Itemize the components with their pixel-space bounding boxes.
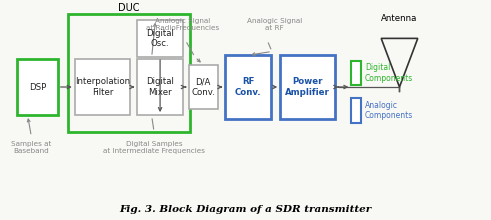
Text: Samples at
Baseband: Samples at Baseband [11, 141, 52, 154]
Text: Analogic Signal
at RadioFrequencies: Analogic Signal at RadioFrequencies [146, 18, 219, 31]
Text: Digital
Mixer: Digital Mixer [146, 77, 174, 97]
Text: DSP: DSP [29, 82, 46, 92]
Bar [137, 20, 183, 57]
Bar [17, 59, 58, 115]
Bar [225, 55, 271, 119]
Text: Digital
Components: Digital Components [365, 63, 413, 83]
Bar [189, 65, 218, 109]
Text: DUC: DUC [118, 3, 140, 13]
Text: D/A
Conv.: D/A Conv. [191, 77, 215, 97]
Bar [352, 98, 361, 123]
Bar [137, 59, 183, 115]
Bar [68, 14, 190, 132]
Text: Digital Samples
at Intermediate Frequencies: Digital Samples at Intermediate Frequenc… [103, 141, 205, 154]
Text: Power
Amplifier: Power Amplifier [285, 77, 330, 97]
Text: Analogic Signal
at RF: Analogic Signal at RF [247, 18, 302, 31]
Bar [75, 59, 130, 115]
Text: RF
Conv.: RF Conv. [235, 77, 262, 97]
Text: Interpolation
Filter: Interpolation Filter [75, 77, 130, 97]
Text: Antenna: Antenna [382, 14, 418, 23]
Text: Analogic
Components: Analogic Components [365, 101, 413, 120]
Text: Digital
Osc.: Digital Osc. [146, 29, 174, 48]
Bar [352, 61, 361, 85]
Text: Fig. 3. Block Diagram of a SDR transmitter: Fig. 3. Block Diagram of a SDR transmitt… [119, 205, 372, 214]
Bar [280, 55, 335, 119]
